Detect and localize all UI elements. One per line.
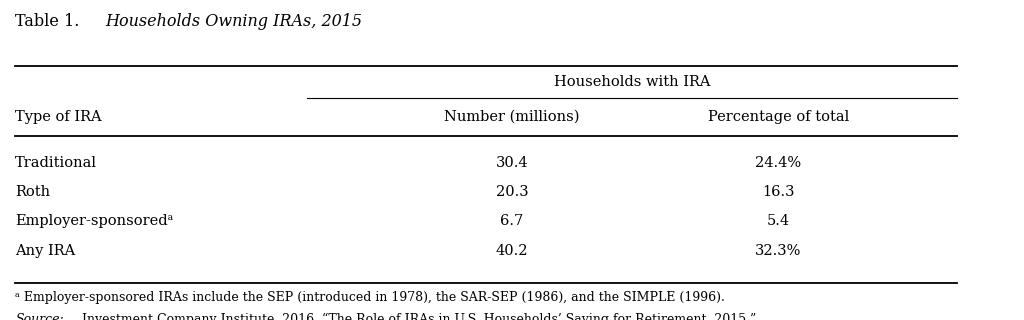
Text: Number (millions): Number (millions) [444,110,580,124]
Text: 5.4: 5.4 [767,214,790,228]
Text: 32.3%: 32.3% [755,244,802,258]
Text: Source:: Source: [15,313,65,320]
Text: Investment Company Institute. 2016. “The Role of IRAs in U.S. Households’ Saving: Investment Company Institute. 2016. “The… [78,313,757,320]
Text: 6.7: 6.7 [501,214,523,228]
Text: ᵃ Employer-sponsored IRAs include the SEP (introduced in 1978), the SAR-SEP (198: ᵃ Employer-sponsored IRAs include the SE… [15,291,725,304]
Text: Households with IRA: Households with IRA [554,75,711,89]
Text: Any IRA: Any IRA [15,244,76,258]
Text: 40.2: 40.2 [496,244,528,258]
Text: Table 1.: Table 1. [15,13,85,30]
Text: Traditional: Traditional [15,156,97,170]
Text: 16.3: 16.3 [762,185,795,199]
Text: Type of IRA: Type of IRA [15,110,102,124]
Text: 20.3: 20.3 [496,185,528,199]
Text: 30.4: 30.4 [496,156,528,170]
Text: Employer-sponsoredᵃ: Employer-sponsoredᵃ [15,214,174,228]
Text: Roth: Roth [15,185,50,199]
Text: Percentage of total: Percentage of total [708,110,849,124]
Text: Households Owning IRAs, 2015: Households Owning IRAs, 2015 [105,13,362,30]
Text: 24.4%: 24.4% [755,156,802,170]
